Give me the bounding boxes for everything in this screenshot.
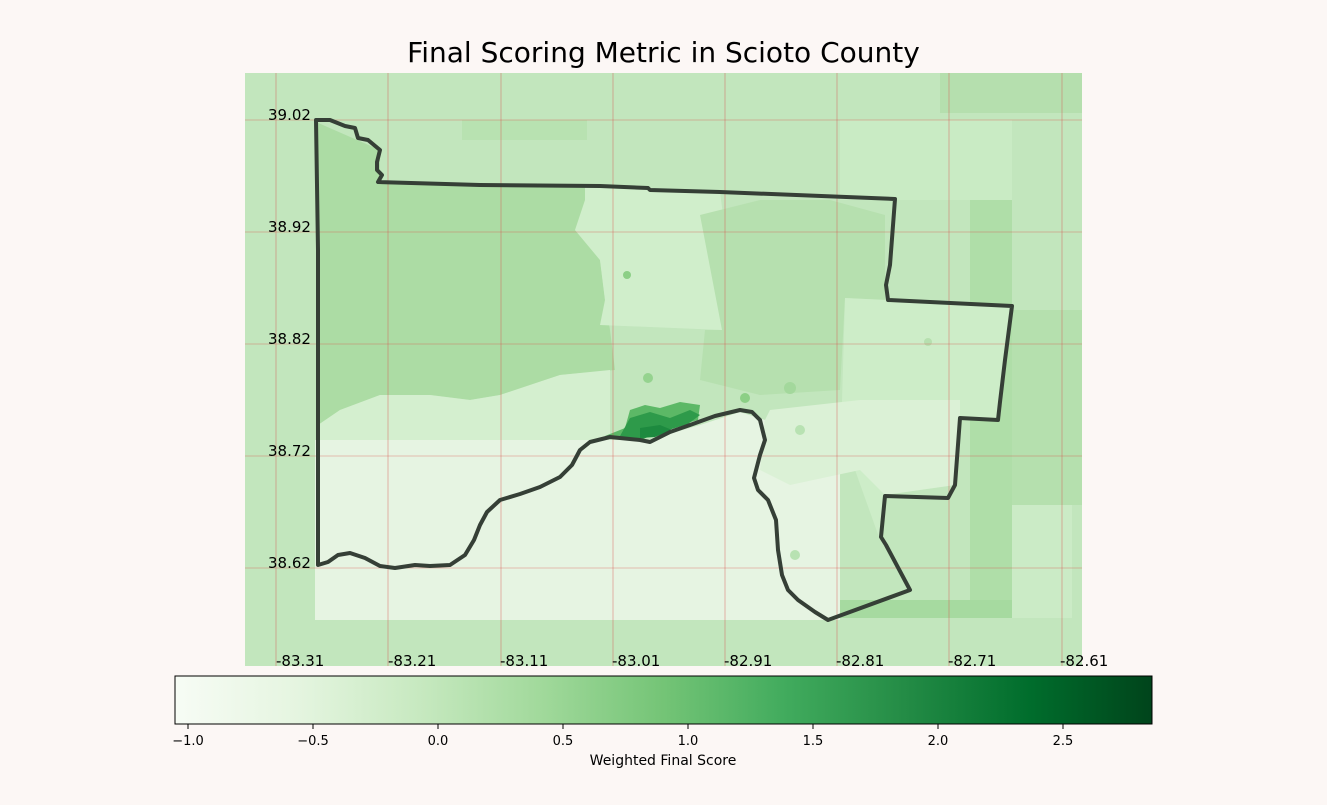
longitude-labels: -83.31 -83.21 -83.11 -83.01 -82.91 -82.8…	[276, 652, 1108, 670]
colorbar-tick-label: −0.5	[297, 734, 329, 749]
colorbar-tick-label: 1.0	[678, 734, 699, 749]
lon-label: -83.11	[500, 652, 548, 670]
lat-label: 39.02	[268, 106, 311, 124]
colorbar-tick-label: −1.0	[172, 734, 204, 749]
lon-label: -82.81	[836, 652, 884, 670]
colorbar-tick-label: 0.0	[428, 734, 449, 749]
lon-label: -83.21	[388, 652, 436, 670]
lat-label: 38.82	[268, 330, 311, 348]
colorbar: −1.0 −0.5 0.0 0.5 1.0 1.5 2.0 2.5 Weight…	[172, 675, 1153, 769]
colorbar-gradient	[174, 675, 1153, 725]
colorbar-ticks	[187, 724, 1064, 729]
map-grid	[245, 73, 1082, 666]
lon-label: -83.31	[276, 652, 324, 670]
lat-label: 38.62	[268, 554, 311, 572]
latitude-labels: 39.02 38.92 38.82 38.72 38.62	[268, 106, 311, 572]
lon-label: -82.71	[948, 652, 996, 670]
colorbar-label: Weighted Final Score	[590, 753, 737, 769]
lon-label: -82.61	[1060, 652, 1108, 670]
lon-label: -82.91	[724, 652, 772, 670]
colorbar-tick-label: 2.5	[1053, 734, 1074, 749]
lat-label: 38.92	[268, 218, 311, 236]
colorbar-tick-label: 2.0	[928, 734, 949, 749]
lat-label: 38.72	[268, 442, 311, 460]
colorbar-tick-label: 0.5	[553, 734, 574, 749]
map-title: Final Scoring Metric in Scioto County	[407, 36, 920, 69]
colorbar-tick-label: 1.5	[803, 734, 824, 749]
score-raster	[245, 73, 1082, 666]
county-boundary	[314, 118, 1014, 622]
lon-label: -83.01	[612, 652, 660, 670]
